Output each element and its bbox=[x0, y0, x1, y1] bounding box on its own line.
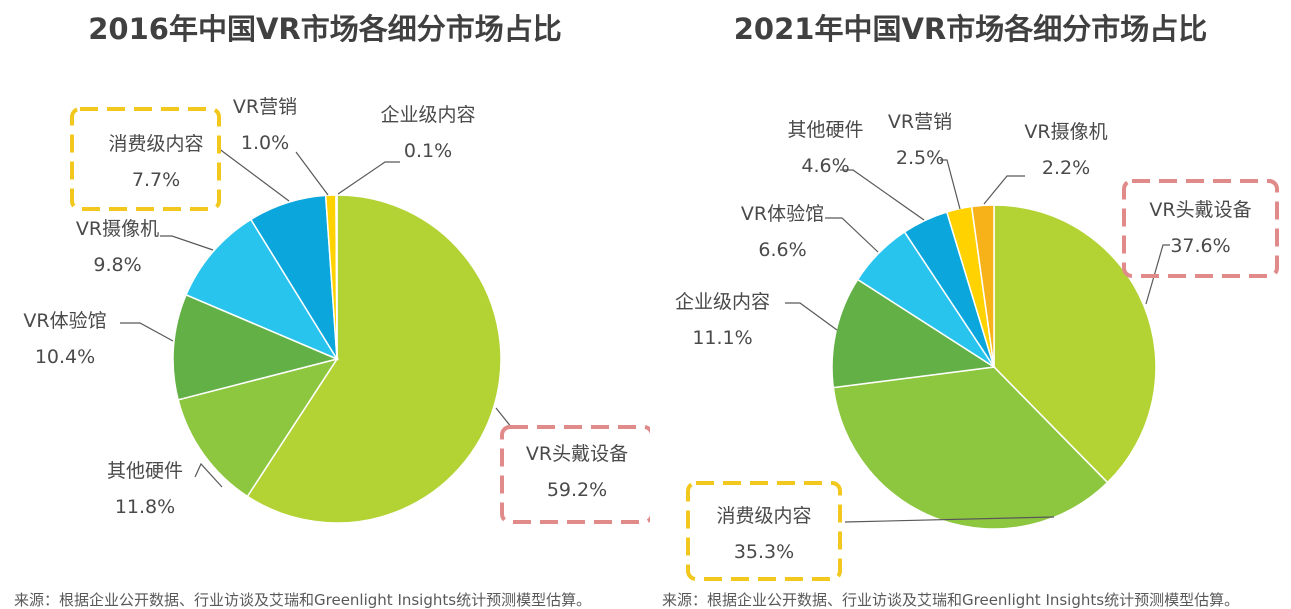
leader-line bbox=[840, 169, 925, 221]
slice-label-value: 37.6% bbox=[1170, 235, 1231, 257]
slice-label-name: 其他硬件 bbox=[787, 119, 864, 141]
slice-label-value: 11.8% bbox=[114, 496, 176, 518]
slice-label-value: 6.6% bbox=[758, 239, 807, 261]
slice-label-name: 其他硬件 bbox=[106, 460, 183, 482]
slice-label: 企业级内容 0.1% bbox=[363, 97, 493, 169]
slice-label-value: 2.5% bbox=[895, 147, 945, 169]
pie-slice bbox=[246, 194, 502, 524]
pie-svg bbox=[686, 159, 1279, 581]
leader-line bbox=[825, 217, 879, 253]
slice-label-name: VR体验馆 bbox=[740, 203, 825, 225]
slice-label-value: 35.3% bbox=[733, 541, 795, 563]
pie-chart-2016: 2016年中国VR市场各细分市场占比 VR头戴设备 59.2% 其他硬件 11.… bbox=[5, 12, 650, 609]
slice-label: 消费级内容 35.3% bbox=[694, 498, 834, 570]
leader-line bbox=[983, 175, 1025, 205]
slice-label: 其他硬件 11.8% bbox=[80, 453, 210, 525]
pie-svg bbox=[70, 107, 650, 524]
slice-label-value: 59.2% bbox=[546, 479, 608, 501]
leader-line bbox=[217, 147, 290, 202]
slice-label-value: 7.7% bbox=[131, 169, 181, 191]
slice-label-value: 4.6% bbox=[801, 155, 850, 177]
highlight-box bbox=[70, 107, 221, 211]
leader-line bbox=[940, 159, 961, 210]
leader-line bbox=[295, 151, 329, 196]
slice-label-name: VR摄像机 bbox=[1024, 121, 1108, 143]
leader-line bbox=[160, 235, 214, 251]
leader-line bbox=[844, 516, 1055, 523]
pie-slice bbox=[185, 218, 339, 361]
pie-slice bbox=[172, 293, 340, 401]
pie-slice bbox=[993, 204, 1157, 484]
slice-label: VR营销 1.0% bbox=[210, 89, 320, 161]
highlight-box bbox=[500, 425, 650, 524]
slice-label-name: VR头戴设备 bbox=[1149, 199, 1252, 221]
pie-slice bbox=[177, 357, 339, 498]
slice-label-name: 消费级内容 bbox=[716, 505, 812, 527]
leader-line bbox=[1145, 244, 1170, 305]
chart-title: 2021年中国VR市场各细分市场占比 bbox=[733, 12, 1208, 46]
pie-chart-2021: 2021年中国VR市场各细分市场占比 VR头戴设备 37.6% 消费级内容 35… bbox=[650, 0, 1291, 608]
leader-line bbox=[337, 161, 400, 195]
slice-label-name: 消费级内容 bbox=[108, 133, 204, 155]
slice-label: 其他硬件 4.6% bbox=[768, 112, 883, 184]
leader-line bbox=[785, 302, 838, 331]
source-note: 来源：根据企业公开数据、行业访谈及艾瑞和Greenlight Insights统… bbox=[662, 591, 1240, 609]
slice-label-value: 1.0% bbox=[240, 132, 290, 154]
leader-line bbox=[495, 407, 513, 429]
chart-title: 2016年中国VR市场各细分市场占比 bbox=[88, 12, 562, 46]
slice-label-name: VR体验馆 bbox=[23, 310, 107, 332]
slice-label: VR摄像机 2.2% bbox=[1006, 114, 1126, 186]
leader-line bbox=[120, 322, 174, 342]
slice-label: VR头戴设备 59.2% bbox=[507, 436, 647, 508]
slice-label-value: 10.4% bbox=[34, 346, 96, 368]
leader-line bbox=[194, 462, 223, 488]
slice-label-value: 0.1% bbox=[403, 140, 453, 162]
highlight-box bbox=[1122, 179, 1279, 278]
pie-slice bbox=[970, 204, 995, 368]
slice-label-name: 企业级内容 bbox=[674, 291, 770, 313]
pie-slice bbox=[831, 278, 997, 389]
slice-label-name: VR营销 bbox=[887, 111, 953, 133]
slice-label-name: VR营销 bbox=[232, 96, 298, 118]
slice-label-name: 企业级内容 bbox=[380, 104, 476, 126]
slice-label-name: VR摄像机 bbox=[75, 218, 160, 240]
slice-label: 消费级内容 7.7% bbox=[85, 126, 227, 198]
slice-label: VR体验馆 6.6% bbox=[720, 196, 845, 268]
slice-label-value: 2.2% bbox=[1041, 157, 1091, 179]
slice-label-value: 9.8% bbox=[93, 254, 142, 276]
source-note: 来源：根据企业公开数据、行业访谈及艾瑞和Greenlight Insights统… bbox=[14, 591, 592, 609]
slice-label-value: 11.1% bbox=[692, 327, 753, 349]
slice-label: VR头戴设备 37.6% bbox=[1128, 192, 1273, 264]
highlight-box bbox=[686, 481, 842, 581]
slice-label: VR体验馆 10.4% bbox=[5, 303, 125, 375]
slice-label-name: VR头戴设备 bbox=[525, 443, 629, 465]
slice-label: VR营销 2.5% bbox=[875, 104, 965, 176]
slice-label: VR摄像机 9.8% bbox=[55, 211, 180, 283]
pie-slice bbox=[335, 194, 338, 360]
slice-label: 企业级内容 11.1% bbox=[655, 284, 790, 356]
